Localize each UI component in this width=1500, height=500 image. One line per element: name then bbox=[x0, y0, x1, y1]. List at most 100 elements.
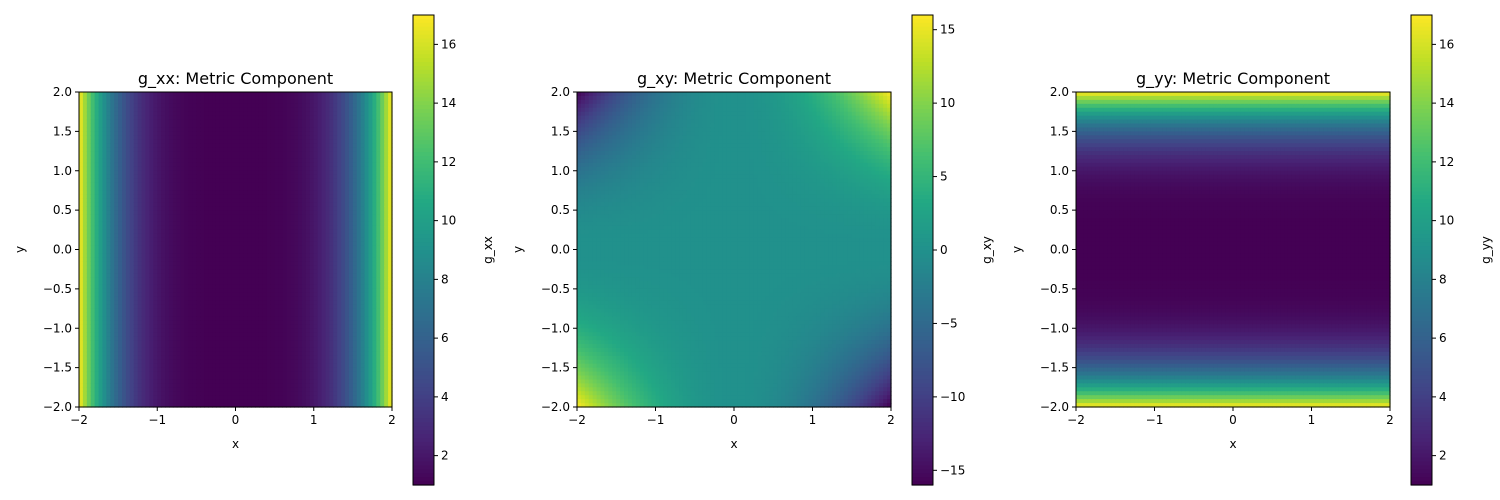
heatmap-cell bbox=[125, 379, 131, 384]
heatmap-cell bbox=[153, 119, 158, 125]
heatmap-cell bbox=[270, 308, 276, 314]
heatmap-cell bbox=[86, 233, 92, 239]
heatmap-cell bbox=[231, 103, 237, 109]
heatmap-cell bbox=[200, 292, 205, 298]
heatmap-cell bbox=[212, 103, 217, 109]
heatmap-cell bbox=[161, 166, 166, 172]
heatmap-cell bbox=[86, 229, 92, 235]
heatmap-cell bbox=[200, 194, 205, 199]
heatmap-cell bbox=[270, 182, 276, 188]
heatmap-cell bbox=[239, 332, 244, 337]
heatmap-cell bbox=[215, 221, 221, 227]
heatmap-cell bbox=[192, 308, 197, 314]
heatmap-cell bbox=[98, 174, 104, 180]
heatmap-cell bbox=[145, 139, 151, 144]
heatmap-cell bbox=[145, 194, 151, 199]
heatmap-cell bbox=[270, 225, 276, 231]
heatmap-cell bbox=[133, 99, 139, 105]
heatmap-cell bbox=[145, 241, 151, 247]
heatmap-cell bbox=[98, 383, 104, 388]
heatmap-cell bbox=[251, 403, 256, 408]
heatmap-cell bbox=[278, 131, 284, 136]
heatmap-cell bbox=[235, 182, 241, 188]
heatmap-cell bbox=[298, 312, 303, 318]
heatmap-cell bbox=[309, 355, 315, 361]
heatmap-cell bbox=[274, 103, 280, 109]
heatmap-cell bbox=[298, 103, 303, 109]
heatmap-cell bbox=[86, 174, 92, 180]
heatmap-cell bbox=[274, 202, 280, 207]
heatmap-cell bbox=[208, 316, 213, 321]
heatmap-cell bbox=[305, 206, 311, 211]
heatmap-cell bbox=[102, 115, 107, 121]
heatmap-cell bbox=[270, 288, 276, 294]
heatmap-cell bbox=[251, 340, 256, 345]
heatmap-cell bbox=[114, 119, 119, 125]
heatmap-cell bbox=[266, 355, 272, 361]
heatmap-cell bbox=[157, 403, 162, 408]
heatmap-cell bbox=[133, 229, 139, 235]
heatmap-cell bbox=[196, 206, 201, 211]
heatmap-cell bbox=[313, 351, 319, 357]
heatmap-cell bbox=[243, 123, 248, 129]
heatmap-cell bbox=[94, 99, 100, 105]
heatmap-cell bbox=[290, 245, 295, 251]
heatmap-cell bbox=[247, 288, 252, 294]
heatmap-cell bbox=[235, 166, 241, 172]
heatmap-cell bbox=[118, 387, 123, 392]
heatmap-cell bbox=[309, 198, 315, 203]
heatmap-cell bbox=[290, 147, 295, 152]
heatmap-cell bbox=[180, 190, 186, 195]
heatmap-cell bbox=[118, 253, 123, 258]
heatmap-cell bbox=[223, 281, 229, 286]
heatmap-cell bbox=[317, 131, 323, 136]
heatmap-cell bbox=[149, 135, 154, 140]
heatmap-cell bbox=[317, 253, 323, 258]
heatmap-cell bbox=[266, 391, 272, 396]
heatmap-cell bbox=[176, 269, 182, 274]
heatmap-cell bbox=[215, 115, 221, 121]
heatmap-cell bbox=[110, 95, 115, 101]
heatmap-cell bbox=[161, 363, 166, 369]
heatmap-cell bbox=[219, 261, 225, 266]
heatmap-cell bbox=[321, 214, 327, 219]
heatmap-cell bbox=[196, 155, 201, 160]
heatmap-cell bbox=[255, 225, 260, 231]
heatmap-cell bbox=[255, 221, 260, 227]
heatmap-cell bbox=[90, 229, 96, 235]
heatmap-cell bbox=[235, 206, 241, 211]
heatmap-cell bbox=[137, 218, 143, 223]
heatmap-cell bbox=[305, 170, 311, 176]
heatmap-cell bbox=[212, 111, 217, 117]
heatmap-cell bbox=[274, 273, 280, 278]
heatmap-cell bbox=[208, 403, 213, 408]
heatmap-cell bbox=[153, 151, 158, 156]
heatmap-cell bbox=[137, 198, 143, 203]
heatmap-cell bbox=[192, 178, 197, 184]
heatmap-cell bbox=[184, 147, 190, 152]
heatmap-cell bbox=[243, 304, 248, 310]
heatmap-cell bbox=[251, 233, 256, 239]
heatmap-cell bbox=[172, 249, 178, 255]
heatmap-cell bbox=[278, 328, 284, 333]
heatmap-cell bbox=[294, 198, 299, 203]
heatmap-cell bbox=[309, 119, 315, 125]
heatmap-cell bbox=[302, 151, 307, 156]
heatmap-cell bbox=[239, 300, 244, 306]
heatmap-cell bbox=[317, 284, 323, 290]
heatmap-cell bbox=[168, 233, 174, 239]
heatmap-cell bbox=[227, 312, 233, 318]
heatmap-cell bbox=[255, 162, 260, 168]
heatmap-cell bbox=[172, 237, 178, 243]
heatmap-cell bbox=[188, 355, 194, 361]
heatmap-cell bbox=[247, 375, 252, 381]
heatmap-cell bbox=[278, 379, 284, 384]
heatmap-cell bbox=[215, 257, 221, 262]
heatmap-cell bbox=[278, 292, 284, 298]
heatmap-cell bbox=[302, 304, 307, 310]
heatmap-cell bbox=[82, 151, 88, 156]
heatmap-cell bbox=[204, 225, 209, 231]
heatmap-cell bbox=[172, 300, 178, 306]
heatmap-cell bbox=[302, 95, 307, 101]
heatmap-cell bbox=[125, 194, 131, 199]
